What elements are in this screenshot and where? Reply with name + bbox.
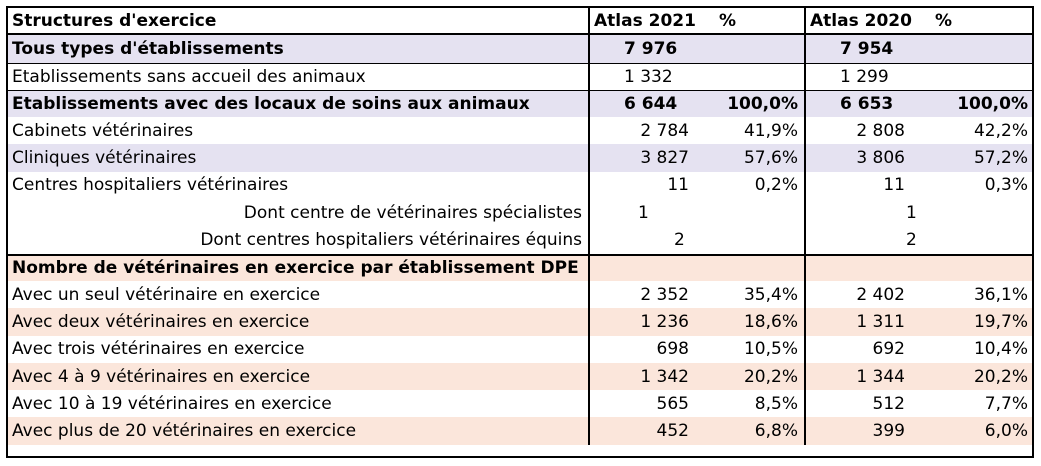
atlas-2021-value: 1 236 (588, 308, 703, 336)
table-row: Avec deux vétérinaires en exercice 1 236… (8, 308, 1032, 336)
row-label: Tous types d'établissements (12, 38, 284, 59)
atlas-2021-value (588, 255, 703, 281)
atlas-2021-value: 6 644 (588, 90, 703, 118)
pct-2020-value: 6,0% (984, 421, 1028, 442)
atlas-2021-value: 2 784 (588, 117, 703, 145)
table-row: Centres hospitaliers vétérinaires 11 0,2… (8, 171, 1032, 200)
atlas-2020-value: 512 (804, 390, 919, 418)
row-label: Centres hospitaliers vétérinaires (12, 175, 289, 196)
header-atlas-2021: Atlas 2021 (588, 8, 703, 34)
section-header-row: Nombre de vétérinaires en exercice par é… (8, 253, 1032, 281)
table-row: Dont centres hospitaliers vétérinaires é… (8, 226, 1032, 254)
pct-2021-value (703, 64, 802, 90)
header-pct-2020: % (935, 10, 953, 31)
atlas-2020-value: 11 (804, 171, 919, 200)
table-row: Dont centre de vétérinaires spécialistes… (8, 199, 1032, 227)
pct-2020-value (919, 256, 1032, 281)
atlas-2020-value: 399 (804, 417, 919, 445)
atlas-2021-value: 452 (588, 417, 703, 445)
table-header-row: Structures d'exercice Atlas 2021 % Atlas… (8, 8, 1032, 36)
pct-2020-value: 7,7% (984, 393, 1028, 414)
pct-2020-value: 0,3% (984, 175, 1028, 196)
atlas-2020-value: 6 653 (804, 90, 919, 118)
table-row: Tous types d'établissements 7 976 7 954 (8, 35, 1032, 63)
pct-2021-value (703, 256, 802, 281)
atlas-2021-value: 11 (588, 171, 703, 200)
header-pct-2021: % (719, 10, 737, 31)
table-row: Avec un seul vétérinaire en exercice 2 3… (8, 280, 1032, 309)
atlas-2021-value: 3 827 (588, 144, 703, 172)
pct-2020-value (919, 199, 1032, 226)
row-label: Avec un seul vétérinaire en exercice (12, 284, 321, 305)
table-row: Avec trois vétérinaires en exercice 698 … (8, 335, 1032, 363)
row-label: Avec deux vétérinaires en exercice (12, 311, 310, 332)
row-label: Cabinets vétérinaires (12, 120, 194, 141)
pct-2020-value: 57,2% (973, 148, 1028, 169)
structures-table: Structures d'exercice Atlas 2021 % Atlas… (6, 6, 1034, 458)
atlas-2020-value: 1 311 (804, 308, 919, 336)
atlas-2020-value: 7 954 (804, 35, 919, 63)
row-label: Dont centres hospitaliers vétérinaires é… (200, 230, 582, 251)
header-atlas-2020: Atlas 2020 (804, 8, 919, 34)
atlas-2020-value: 3 806 (804, 144, 919, 172)
atlas-2020-value: 692 (804, 335, 919, 363)
atlas-2020-value: 1 (804, 199, 919, 227)
row-label: Avec trois vétérinaires en exercice (12, 339, 305, 360)
atlas-2021-value: 1 (588, 199, 703, 227)
pct-2020-value (919, 64, 1032, 90)
atlas-2020-value: 2 (804, 226, 919, 254)
pct-2020-value: 20,2% (973, 366, 1028, 387)
atlas-2021-value: 1 342 (588, 362, 703, 391)
atlas-2021-value: 2 352 (588, 280, 703, 309)
pct-2021-value: 35,4% (743, 284, 798, 305)
section-title: Nombre de vétérinaires en exercice par é… (12, 258, 579, 279)
pct-2021-value: 18,6% (743, 311, 798, 332)
row-label: Etablissements sans accueil des animaux (12, 66, 366, 87)
atlas-2021-value: 1 332 (588, 63, 703, 90)
atlas-2021-value: 2 (588, 226, 703, 254)
pct-2021-value (703, 226, 802, 253)
row-label: Cliniques vétérinaires (12, 148, 197, 169)
pct-2021-value: 6,8% (754, 421, 798, 442)
table-row: Etablissements sans accueil des animaux … (8, 62, 1032, 90)
table-row: Etablissements avec des locaux de soins … (8, 89, 1032, 118)
table-row: Avec 10 à 19 vétérinaires en exercice 56… (8, 390, 1032, 418)
pct-2021-value (703, 199, 802, 226)
atlas-2020-value: 2 808 (804, 117, 919, 145)
table-row: Cabinets vétérinaires 2 784 41,9% 2 808 … (8, 117, 1032, 145)
row-label: Dont centre de vétérinaires spécialistes (243, 202, 582, 223)
header-structures: Structures d'exercice (12, 10, 217, 31)
atlas-2020-value: 1 299 (804, 63, 919, 90)
row-label: Etablissements avec des locaux de soins … (12, 94, 530, 115)
row-label: Avec plus de 20 vétérinaires en exercice (12, 421, 357, 442)
pct-2020-value: 10,4% (973, 339, 1028, 360)
row-label: Avec 4 à 9 vétérinaires en exercice (12, 366, 311, 387)
pct-2020-value: 42,2% (973, 120, 1028, 141)
atlas-2020-value (804, 255, 919, 281)
atlas-2021-value: 565 (588, 390, 703, 418)
atlas-2020-value: 1 344 (804, 362, 919, 391)
pct-2020-value (919, 226, 1032, 253)
table-row: Cliniques vétérinaires 3 827 57,6% 3 806… (8, 144, 1032, 172)
pct-2021-value (703, 35, 802, 62)
table-row: Avec 4 à 9 vétérinaires en exercice 1 34… (8, 362, 1032, 391)
pct-2020-value (919, 35, 1032, 62)
pct-2021-value: 100,0% (727, 94, 798, 115)
pct-2020-value: 100,0% (957, 94, 1028, 115)
pct-2021-value: 10,5% (743, 339, 798, 360)
pct-2021-value: 41,9% (743, 120, 798, 141)
row-label: Avec 10 à 19 vétérinaires en exercice (12, 393, 332, 414)
table-row: Avec plus de 20 vétérinaires en exercice… (8, 417, 1032, 445)
pct-2021-value: 20,2% (743, 366, 798, 387)
pct-2021-value: 57,6% (743, 148, 798, 169)
pct-2020-value: 19,7% (973, 311, 1028, 332)
pct-2020-value: 36,1% (973, 284, 1028, 305)
pct-2021-value: 0,2% (754, 175, 798, 196)
atlas-2021-value: 7 976 (588, 35, 703, 63)
atlas-2020-value: 2 402 (804, 280, 919, 309)
atlas-2021-value: 698 (588, 335, 703, 363)
pct-2021-value: 8,5% (754, 393, 798, 414)
